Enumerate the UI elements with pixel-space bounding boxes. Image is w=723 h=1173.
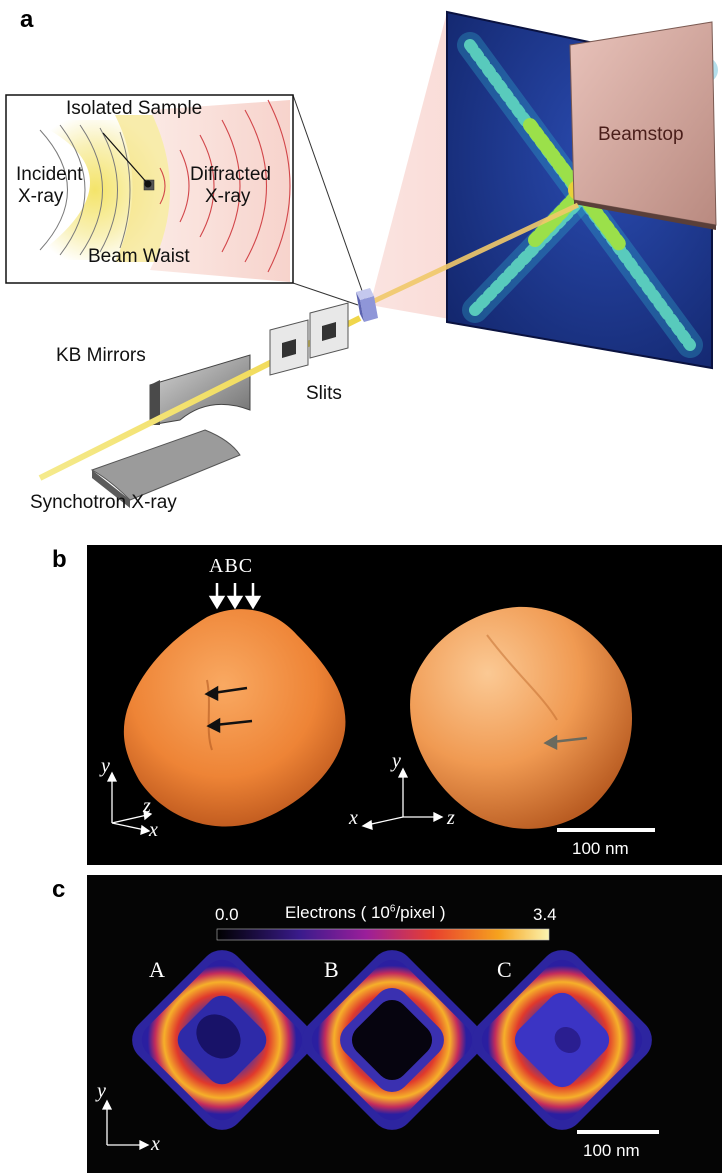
kb-mirrors xyxy=(90,354,251,508)
panel-a-letter: a xyxy=(20,6,34,33)
slice-arrow-a xyxy=(208,583,226,610)
axis-label-y-right: y xyxy=(392,750,401,772)
particle-right xyxy=(410,606,633,829)
axes-right xyxy=(361,767,444,830)
label-beam-waist: Beam Waist xyxy=(88,246,190,267)
panel-c-slices: 0.0 Electrons ( 106/pixel ) 3.4 A B C y … xyxy=(87,875,722,1173)
slice-label-b: B xyxy=(324,957,339,982)
slit-2 xyxy=(309,302,349,359)
inset-box xyxy=(5,94,294,284)
scalebar-label-c: 100 nm xyxy=(583,1141,640,1160)
slice-a xyxy=(132,950,312,1130)
axis-label-x-right: x xyxy=(349,807,358,829)
panel-b-render: ABC y z x y x z 100 nm xyxy=(87,545,722,865)
label-beamstop: Beamstop xyxy=(598,124,684,145)
particle-left xyxy=(123,609,346,827)
slice-arrow-c xyxy=(244,583,262,610)
colorbar-exponent: 6 xyxy=(389,903,396,915)
scalebar-label-b: 100 nm xyxy=(572,839,629,858)
axis-label-z-right: z xyxy=(447,807,455,829)
axis-label-x-c: x xyxy=(151,1133,160,1155)
label-kb-mirrors: KB Mirrors xyxy=(56,345,146,366)
feature-arrow xyxy=(543,734,588,751)
diffraction-pattern xyxy=(446,10,718,370)
colorbar-title-text: Electrons ( 10 xyxy=(285,903,390,922)
feature-arrow xyxy=(204,685,248,702)
forward-beam xyxy=(370,202,580,305)
panel-a-illustration xyxy=(5,10,718,508)
panel-c-letter: c xyxy=(52,876,66,903)
axis-label-z-left: z xyxy=(143,795,151,817)
colorbar-min: 0.0 xyxy=(215,905,239,924)
sample-cube xyxy=(356,288,378,322)
label-diffracted-2: X-ray xyxy=(205,186,251,207)
inset-pointer-line xyxy=(292,282,359,306)
axis-label-y-c: y xyxy=(97,1080,106,1102)
label-incident-2: X-ray xyxy=(18,186,64,207)
colorbar xyxy=(216,928,550,941)
colorbar-unit: /pixel ) xyxy=(395,903,446,922)
axes-c xyxy=(101,1099,150,1151)
axes-left xyxy=(106,771,153,835)
slice-arrow-b xyxy=(226,583,244,610)
inset-pointer-line xyxy=(292,94,367,303)
label-isolated-sample: Isolated Sample xyxy=(66,98,203,119)
feature-arrow xyxy=(206,717,253,734)
label-synchrotron: Synchotron X-ray xyxy=(30,492,177,513)
colorbar-max: 3.4 xyxy=(533,905,557,924)
label-diffracted-1: Diffracted xyxy=(190,164,271,185)
slice-label-a: A xyxy=(149,957,165,982)
slit-1 xyxy=(269,319,309,376)
label-slits: Slits xyxy=(306,383,342,404)
axis-label-x-left: x xyxy=(149,819,158,841)
abc-label: ABC xyxy=(209,555,254,577)
slice-label-c: C xyxy=(497,957,512,982)
colorbar-title: Electrons ( 106/pixel ) xyxy=(285,903,446,923)
axis-label-y-left: y xyxy=(101,755,110,777)
slice-b xyxy=(302,950,482,1130)
slice-c xyxy=(472,950,652,1130)
panel-b-letter: b xyxy=(52,546,67,573)
label-incident-1: Incident xyxy=(16,164,83,185)
